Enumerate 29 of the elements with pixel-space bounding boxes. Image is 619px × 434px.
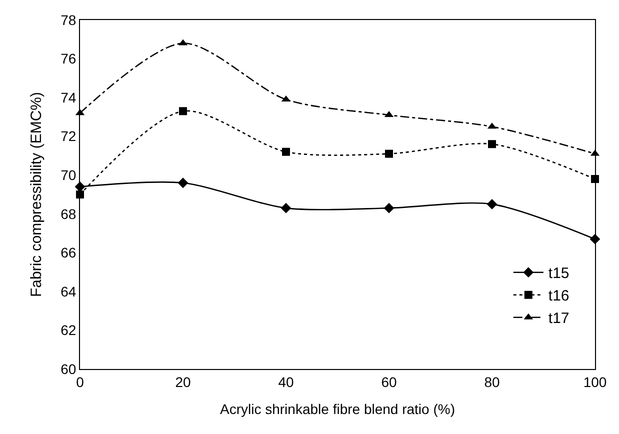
x-tick-label: 20: [175, 374, 191, 390]
x-tick-label: 60: [381, 374, 397, 390]
point: [179, 107, 187, 116]
point: [280, 202, 292, 214]
y-tick-label: 76: [60, 50, 76, 67]
point: [385, 150, 393, 158]
y-tick-label: 74: [60, 89, 76, 106]
x-tick-label: 80: [484, 374, 500, 390]
y-tick-label: 72: [60, 128, 76, 144]
y-tick-label: 60: [60, 360, 76, 377]
legend-label: t16: [548, 288, 570, 305]
x-tick-label: 40: [278, 374, 294, 390]
y-axis-title: Fabric compressibility (EMC%): [28, 92, 45, 298]
y-tick-label: 68: [60, 206, 76, 222]
x-tick-label: 0: [76, 374, 84, 390]
x-axis-title: Acrylic shrinkable fibre blend ratio (%): [220, 401, 455, 418]
point: [486, 198, 498, 210]
y-tick-label: 78: [60, 12, 76, 28]
y-tick-label: 62: [60, 322, 76, 338]
point: [178, 178, 188, 188]
point: [488, 140, 496, 148]
legend-label: t17: [548, 310, 570, 328]
y-tick-label: 66: [60, 244, 76, 261]
point: [384, 202, 394, 214]
point: [282, 148, 290, 156]
y-tick-label: 64: [60, 283, 76, 300]
y-tick-label: 70: [60, 167, 76, 184]
x-tick-label: 100: [583, 374, 607, 390]
legend-label: t15: [548, 265, 570, 282]
